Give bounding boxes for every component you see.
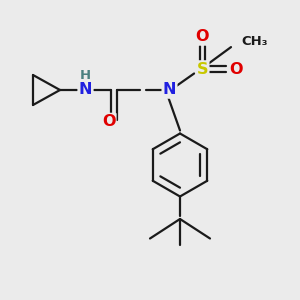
Text: N: N xyxy=(79,82,92,98)
Text: S: S xyxy=(197,61,208,76)
Text: H: H xyxy=(79,69,91,82)
Text: O: O xyxy=(102,114,115,129)
Text: N: N xyxy=(163,82,176,98)
Text: CH₃: CH₃ xyxy=(242,35,268,49)
Text: O: O xyxy=(196,29,209,44)
Text: O: O xyxy=(230,61,243,76)
